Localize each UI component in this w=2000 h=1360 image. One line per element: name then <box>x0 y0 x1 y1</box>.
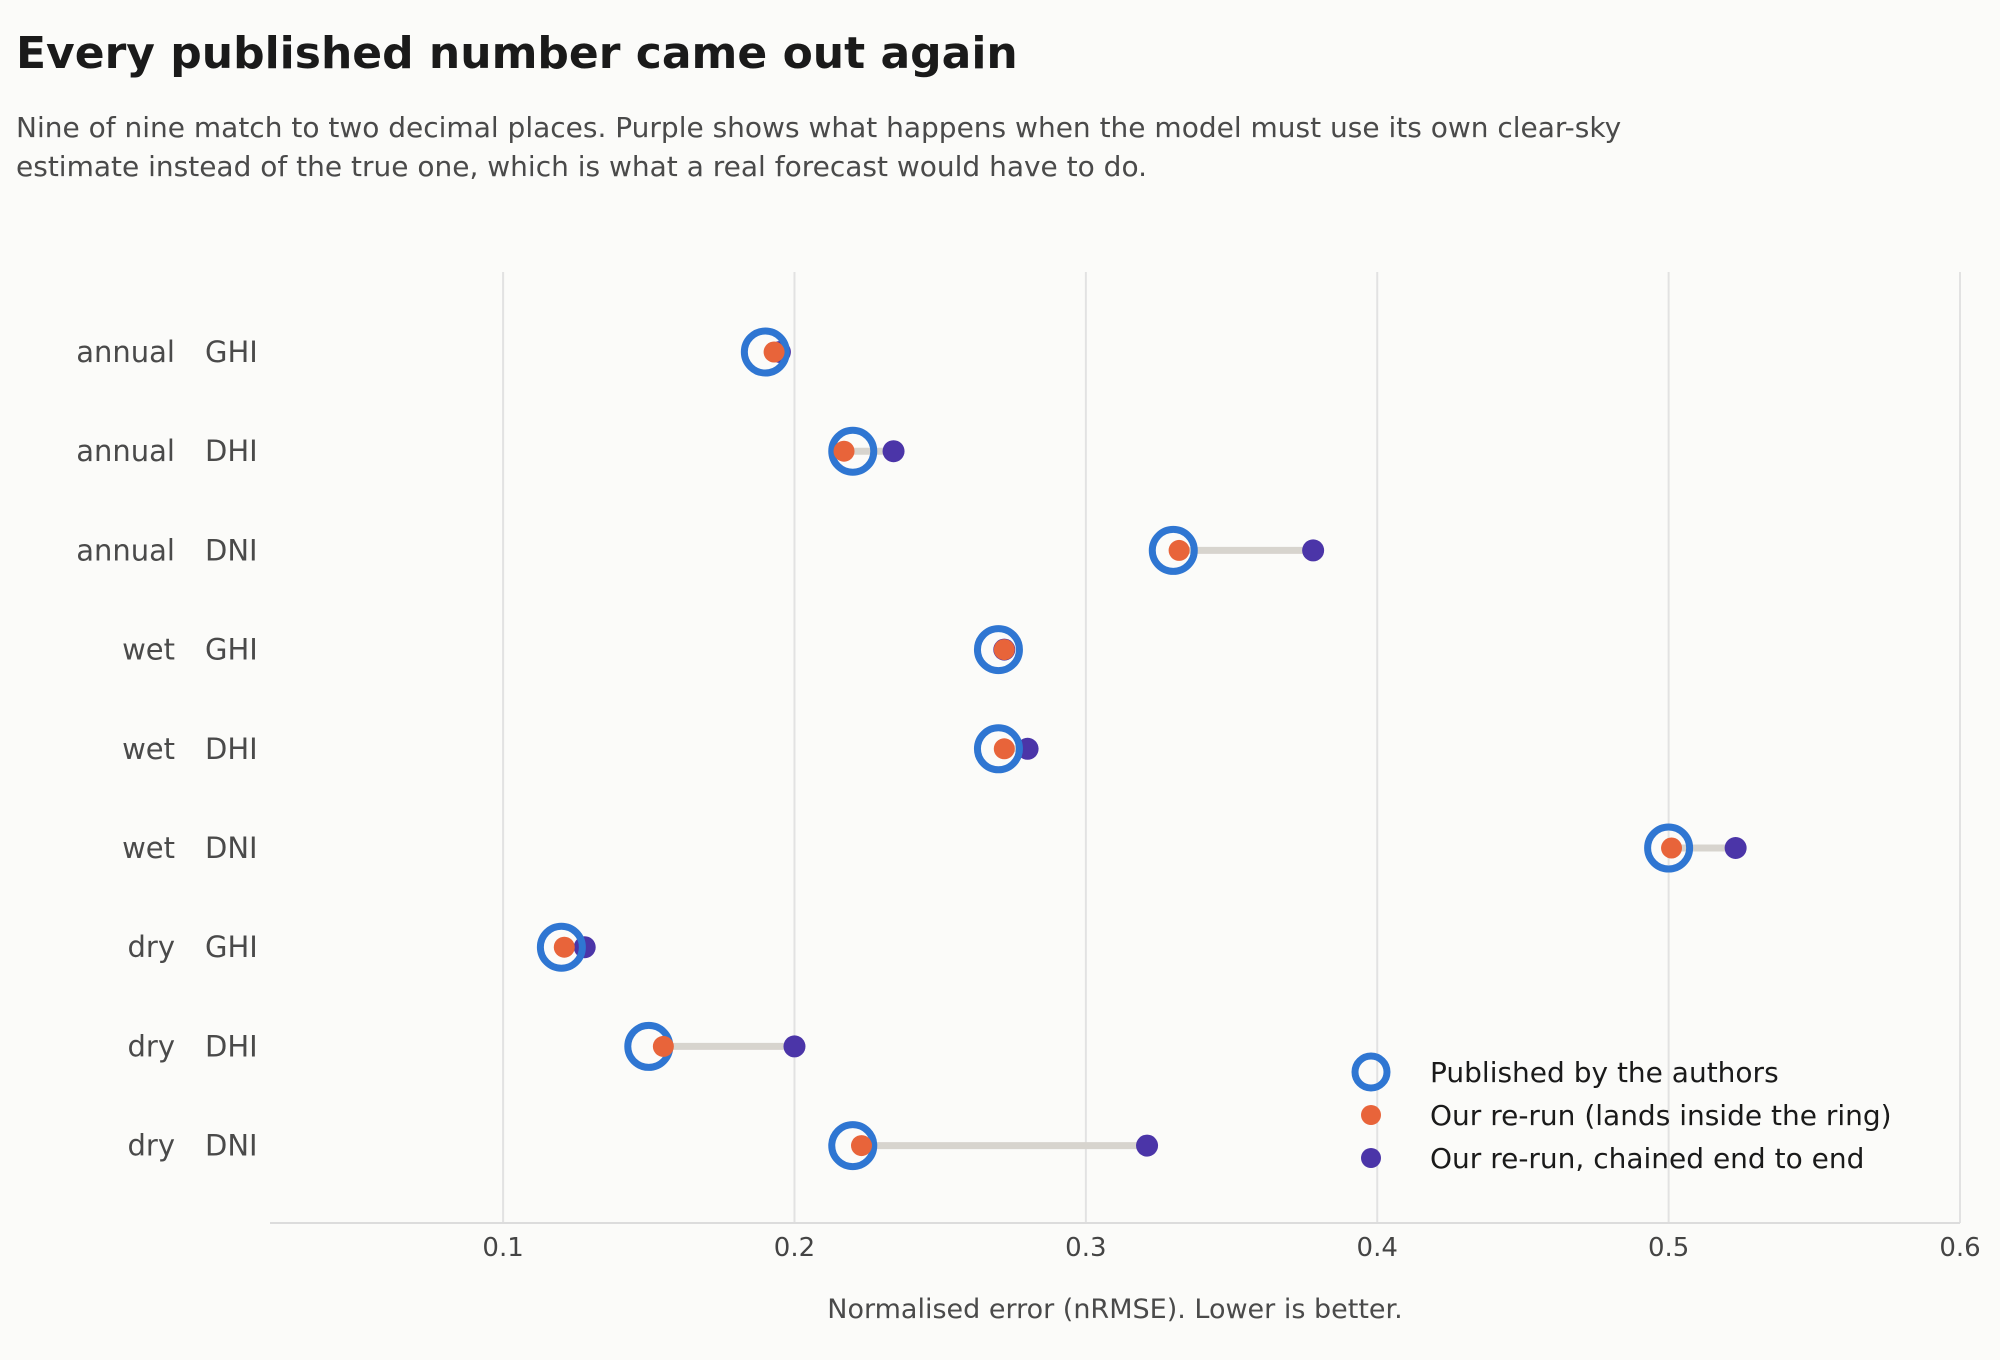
category-season-label: dry <box>128 930 176 964</box>
category-variable-label: DHI <box>205 434 258 468</box>
rerun-point <box>851 1135 872 1157</box>
data-markers <box>536 327 1747 1171</box>
published-ring <box>828 426 878 476</box>
published-ring <box>740 327 790 377</box>
rerun-point <box>993 639 1015 661</box>
rerun-point <box>763 341 785 363</box>
x-tick-labels: 0.1 0.2 0.3 0.4 0.5 0.6 <box>482 1233 1980 1263</box>
legend-label: Published by the authors <box>1430 1056 1779 1089</box>
category-variable-label: DNI <box>205 831 258 865</box>
legend-chained-marker <box>1361 1148 1381 1168</box>
published-ring <box>1644 823 1694 873</box>
chained-point <box>1136 1134 1159 1157</box>
category-variable-label: DNI <box>205 533 258 567</box>
rerun-point <box>553 936 575 958</box>
published-ring <box>973 625 1023 675</box>
category-season-label: dry <box>128 1029 176 1063</box>
category-variable-label: GHI <box>205 930 258 964</box>
legend-published-marker <box>1351 1052 1391 1092</box>
rerun-point <box>1168 539 1190 561</box>
published-ring <box>1148 525 1198 575</box>
chart-subtitle: Nine of nine match to two decimal places… <box>16 111 1622 183</box>
connector-lines <box>560 348 1740 1150</box>
x-tick-label: 0.1 <box>482 1233 523 1263</box>
published-ring <box>828 1121 878 1171</box>
category-season-label: annual <box>76 335 175 369</box>
category-variable-label: GHI <box>205 335 258 369</box>
category-season-label: annual <box>76 434 175 468</box>
x-tick-label: 0.5 <box>1648 1233 1689 1263</box>
rerun-point <box>993 738 1015 760</box>
legend-label: Our re-run, chained end to end <box>1430 1142 1864 1175</box>
category-season-label: dry <box>128 1129 176 1163</box>
chained-point <box>1724 837 1747 859</box>
category-variable-label: DHI <box>205 1029 258 1063</box>
legend: Published by the authors Our re-run (land… <box>1351 1052 1892 1175</box>
rerun-point <box>1661 837 1683 859</box>
chart-title: Every published number came out again <box>16 28 1018 79</box>
x-tick-label: 0.6 <box>1939 1233 1980 1263</box>
category-labels: annual GHI annual DHI annual DNI wet GHI wet DHI w… <box>76 335 258 1163</box>
published-ring <box>536 922 586 972</box>
x-tick-label: 0.2 <box>774 1233 815 1263</box>
category-variable-label: DNI <box>205 1129 258 1163</box>
category-season-label: wet <box>122 732 175 766</box>
rerun-point <box>833 440 855 462</box>
category-season-label: annual <box>76 533 175 567</box>
published-ring <box>973 724 1023 774</box>
x-tick-label: 0.3 <box>1065 1233 1106 1263</box>
legend-rerun-marker <box>1361 1105 1381 1125</box>
legend-label: Our re-run (lands inside the ring) <box>1430 1099 1892 1132</box>
category-variable-label: GHI <box>205 633 258 667</box>
x-axis-title: Normalised error (nRMSE). Lower is bette… <box>827 1294 1403 1325</box>
rerun-point <box>652 1035 674 1057</box>
category-season-label: wet <box>122 633 175 667</box>
x-tick-label: 0.4 <box>1357 1233 1398 1263</box>
category-season-label: wet <box>122 831 175 865</box>
grid-lines <box>502 272 1961 1223</box>
chained-point <box>882 440 905 463</box>
chained-point <box>1302 539 1325 562</box>
category-variable-label: DHI <box>205 732 258 766</box>
chained-point <box>783 1035 806 1058</box>
